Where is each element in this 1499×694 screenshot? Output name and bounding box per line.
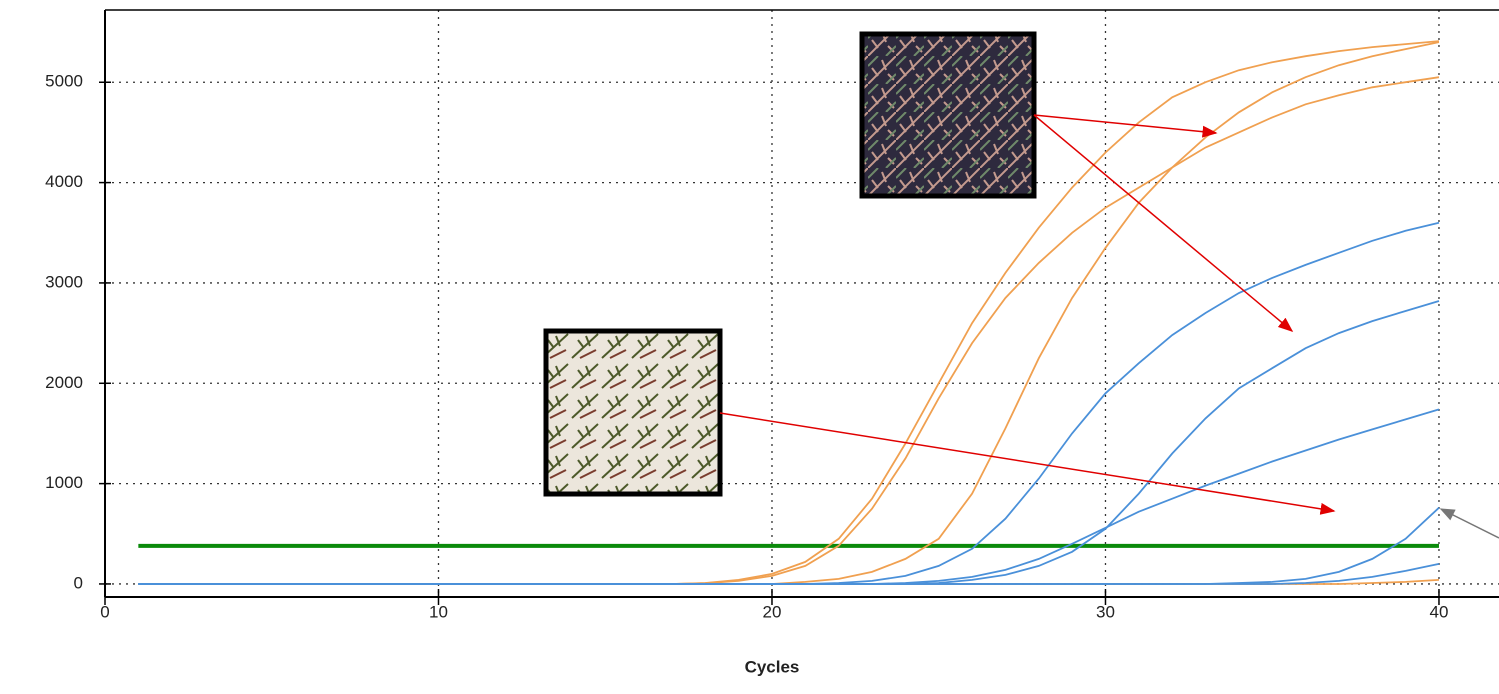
amplification-curve (138, 76, 1440, 585)
amplification-curve (138, 221, 1440, 585)
arrow (1033, 114, 1294, 332)
arrow (1033, 114, 1218, 138)
x-tick-label: 0 (100, 602, 109, 621)
photo-dark-fern (859, 31, 1037, 199)
x-tick-label: 30 (1096, 602, 1115, 621)
annotations (543, 31, 1499, 539)
y-tick-label: 4000 (45, 172, 83, 191)
y-tick-label: 5000 (45, 72, 83, 91)
photo-light-fern (543, 328, 723, 497)
y-tick-label: 3000 (45, 272, 83, 291)
plot-area: 0 1000 2000 3000 4000 5000 0 10 20 30 40 Cycles (45, 9, 1499, 676)
x-axis-label: Cycles (745, 657, 800, 676)
arrow (719, 412, 1336, 515)
amplification-curve (138, 300, 1440, 585)
y-tick-label: 2000 (45, 373, 83, 392)
x-tick-label: 40 (1430, 602, 1449, 621)
y-tick-label: 0 (74, 573, 83, 592)
amplification-curve (138, 40, 1440, 585)
x-tick-label: 10 (429, 602, 448, 621)
amplification-curve (138, 563, 1440, 585)
arrow (1439, 508, 1499, 539)
y-tick-label: 1000 (45, 473, 83, 492)
amplification-curve (138, 41, 1440, 585)
x-tick-label: 20 (763, 602, 782, 621)
